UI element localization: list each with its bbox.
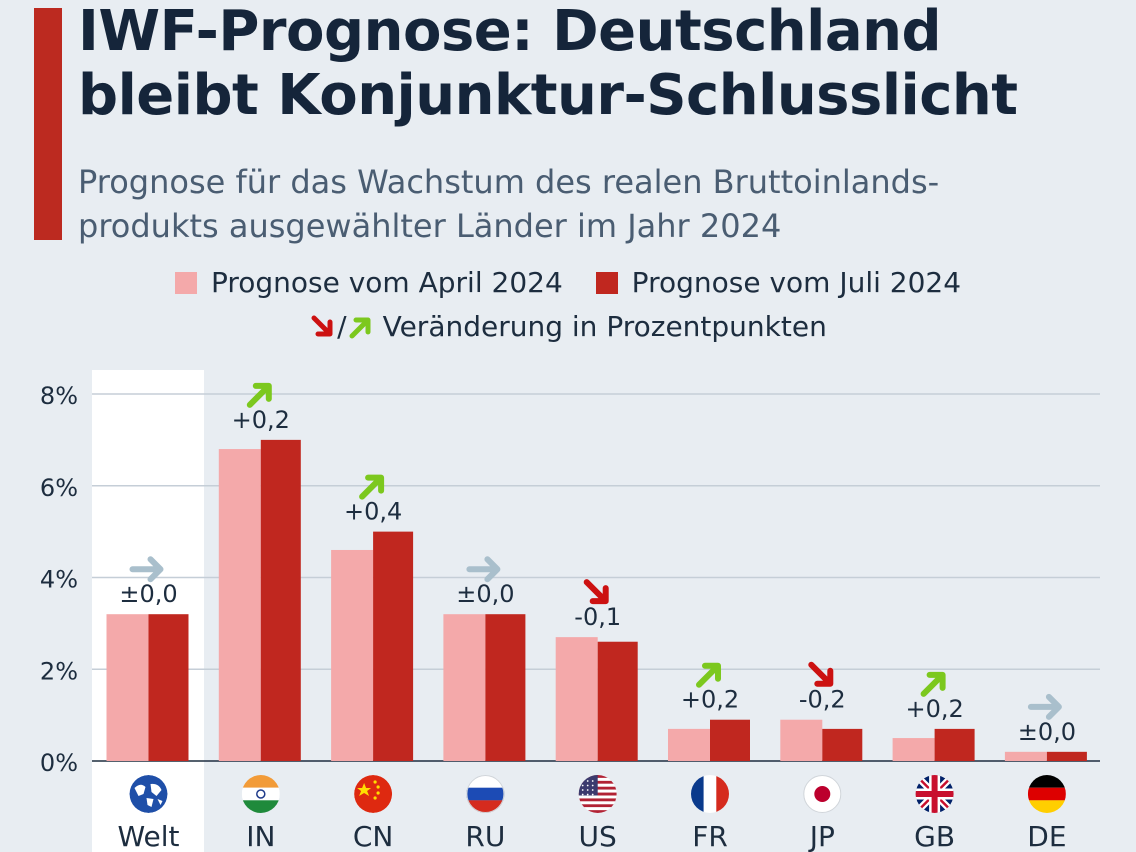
change-label-DE: ±0,0 bbox=[1018, 718, 1076, 746]
bar-april-DE bbox=[1004, 751, 1047, 761]
change-label-CN: +0,4 bbox=[344, 498, 402, 526]
us-flag-icon bbox=[578, 775, 617, 813]
bar-july-RU bbox=[485, 614, 526, 761]
bar-april-CN bbox=[331, 549, 374, 761]
legend-item-april: Prognose vom April 2024 bbox=[174, 266, 563, 299]
russia-flag-icon bbox=[466, 775, 505, 813]
arrow-path bbox=[246, 382, 272, 408]
y-tick-label: 4% bbox=[40, 566, 78, 594]
y-tick-label: 8% bbox=[40, 382, 78, 410]
legend-change: / Veränderung in Prozentpunkten bbox=[0, 310, 1136, 348]
chart-subtitle-line1: Prognose für das Wachstum des realen Bru… bbox=[78, 163, 940, 201]
bar-chart: 0% 2% 4% 6% 8% ±0,0 Welt +0,2 IN +0,4 CN ±0,0 RU -0,1… bbox=[40, 370, 1100, 852]
arrow-up-right-icon bbox=[349, 317, 371, 338]
legend-item-change: / Veränderung in Prozentpunkten bbox=[309, 310, 827, 343]
uk-flag-icon bbox=[915, 775, 954, 813]
japan-flag-icon bbox=[803, 775, 842, 813]
bar-april-FR bbox=[668, 728, 710, 761]
arrow-down-right-icon bbox=[311, 315, 333, 336]
bar-july-US bbox=[597, 641, 638, 761]
arrow-down-right-icon bbox=[808, 661, 834, 687]
arrow-right-icon bbox=[129, 556, 164, 583]
y-tick-label: 0% bbox=[40, 749, 78, 777]
bar-july-CN bbox=[373, 531, 414, 761]
arrow-right-icon bbox=[1027, 693, 1062, 720]
y-tick-label: 6% bbox=[40, 474, 78, 502]
legend-series: Prognose vom April 2024 Prognose vom Jul… bbox=[0, 266, 1136, 301]
bar-april-Welt bbox=[106, 614, 149, 761]
bar-april-RU bbox=[443, 614, 486, 761]
chart-subtitle-line2: produkts ausgewählter Länder im Jahr 202… bbox=[78, 207, 782, 245]
change-label-JP: -0,2 bbox=[799, 686, 846, 714]
change-label-FR: +0,2 bbox=[681, 686, 739, 714]
change-label-US: -0,1 bbox=[574, 603, 621, 631]
india-flag-icon bbox=[241, 775, 280, 813]
bar-april-GB bbox=[892, 738, 935, 761]
bar-july-FR bbox=[710, 719, 750, 761]
arrow-path bbox=[808, 661, 834, 687]
legend-swatch-july bbox=[595, 271, 618, 294]
category-label-FR: FR bbox=[692, 820, 728, 852]
change-label-GB: +0,2 bbox=[905, 695, 963, 723]
legend-item-july: Prognose vom Juli 2024 bbox=[595, 266, 962, 299]
chart-title-line1: IWF-Prognose: Deutschland bbox=[78, 0, 942, 64]
china-flag-icon bbox=[354, 775, 393, 813]
category-label-Welt: Welt bbox=[117, 820, 179, 852]
arrow-right-icon bbox=[466, 556, 501, 583]
chart-title-line2: bleibt Konjunktur-Schlusslicht bbox=[78, 63, 1018, 128]
arrow-path bbox=[466, 556, 501, 583]
arrow-path bbox=[920, 671, 946, 697]
category-label-JP: JP bbox=[808, 820, 835, 852]
france-flag-icon bbox=[691, 775, 729, 813]
legend-label-change: Veränderung in Prozentpunkten bbox=[382, 310, 827, 343]
arrow-path bbox=[129, 556, 164, 583]
category-label-RU: RU bbox=[465, 820, 505, 852]
category-label-GB: GB bbox=[914, 820, 955, 852]
arrow-down-right-icon bbox=[583, 579, 609, 605]
legend-label-april: Prognose vom April 2024 bbox=[210, 266, 563, 299]
bar-april-IN bbox=[218, 449, 261, 761]
change-label-Welt: ±0,0 bbox=[119, 580, 177, 608]
bar-july-JP bbox=[822, 728, 863, 761]
arrow-path bbox=[359, 474, 385, 500]
chart-subtitle: Prognose für das Wachstum des realen Bru… bbox=[78, 160, 1118, 248]
category-label-DE: DE bbox=[1027, 820, 1066, 852]
arrow-path bbox=[1027, 693, 1062, 720]
germany-flag-icon bbox=[1027, 775, 1066, 813]
highlight-column-welt bbox=[92, 370, 204, 852]
bar-april-US bbox=[555, 637, 598, 761]
category-label-CN: CN bbox=[353, 820, 394, 852]
chart-title: IWF-Prognose: Deutschland bleibt Konjunk… bbox=[78, 0, 1128, 128]
legend-change-arrows: / bbox=[309, 310, 374, 343]
y-tick-label: 2% bbox=[40, 657, 78, 685]
bar-july-Welt bbox=[148, 614, 189, 761]
change-label-RU: ±0,0 bbox=[456, 580, 514, 608]
bar-july-DE bbox=[1046, 751, 1087, 761]
arrow-path bbox=[696, 662, 721, 688]
change-label-IN: +0,2 bbox=[232, 406, 290, 434]
arrow-up-right-icon bbox=[359, 474, 385, 500]
arrow-path bbox=[583, 579, 609, 605]
bar-april-JP bbox=[780, 719, 823, 761]
category-label-US: US bbox=[579, 820, 617, 852]
legend-change-slash: / bbox=[337, 310, 347, 343]
legend-label-july: Prognose vom Juli 2024 bbox=[631, 266, 962, 299]
legend-swatch-april bbox=[174, 271, 197, 294]
arrow-up-right-icon bbox=[246, 382, 272, 408]
arrow-up-right-icon bbox=[696, 662, 721, 688]
globe-icon bbox=[129, 775, 168, 813]
accent-bar bbox=[34, 8, 62, 240]
bar-july-GB bbox=[934, 728, 975, 761]
bar-july-IN bbox=[260, 439, 301, 761]
arrow-up-right-icon bbox=[920, 671, 946, 697]
category-label-IN: IN bbox=[246, 820, 275, 852]
